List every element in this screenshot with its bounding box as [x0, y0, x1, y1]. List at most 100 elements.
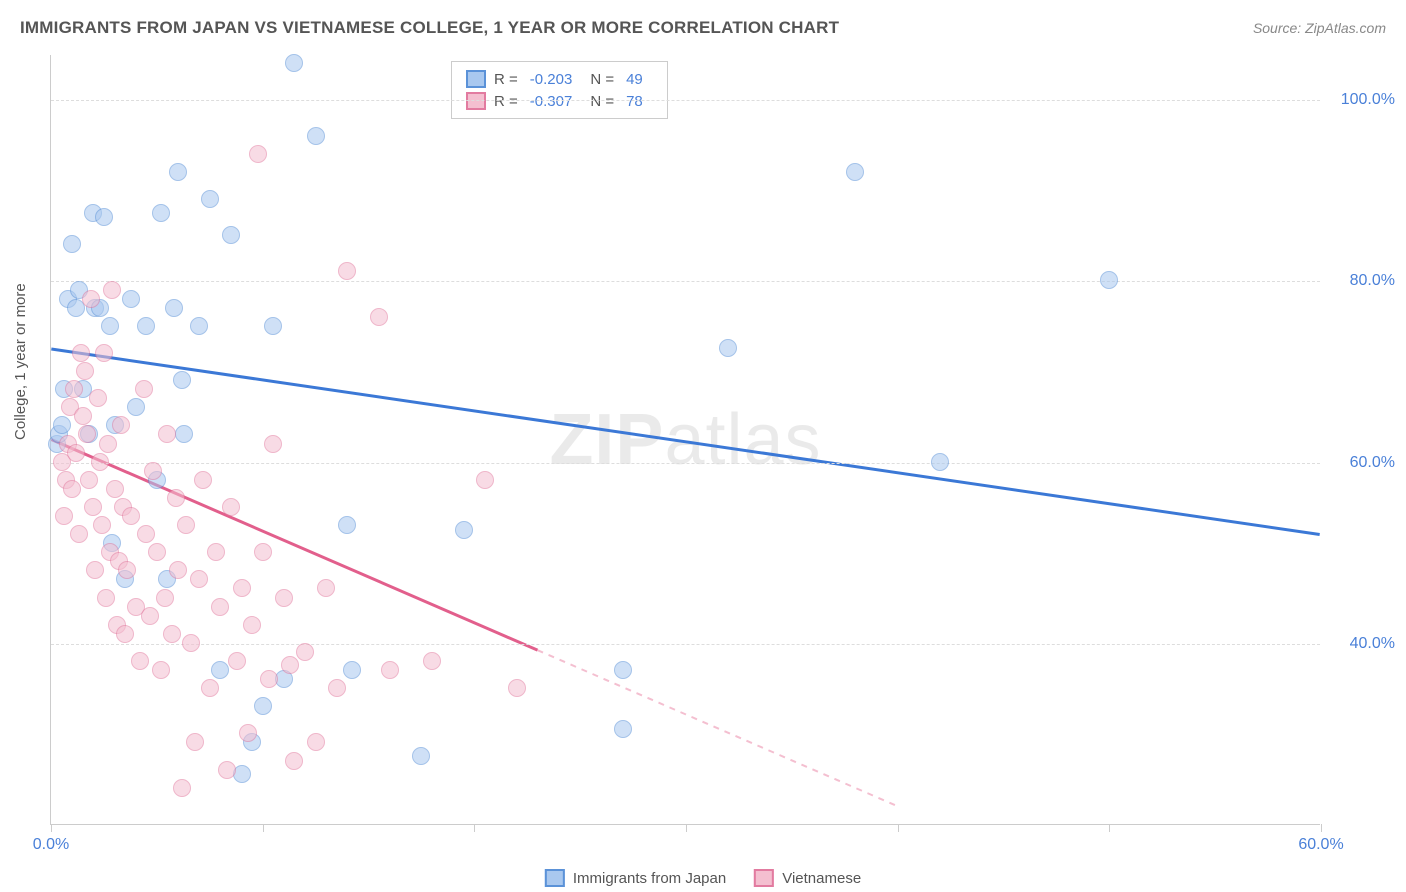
scatter-point [296, 643, 314, 661]
scatter-point [99, 435, 117, 453]
x-tick-label: 0.0% [33, 836, 69, 854]
scatter-point [84, 498, 102, 516]
scatter-point [194, 471, 212, 489]
legend-swatch [545, 869, 565, 887]
scatter-point [285, 54, 303, 72]
scatter-point [455, 521, 473, 539]
scatter-point [135, 380, 153, 398]
scatter-point [233, 579, 251, 597]
r-label: R = [494, 71, 518, 88]
scatter-point [307, 733, 325, 751]
scatter-point [118, 561, 136, 579]
scatter-point [254, 543, 272, 561]
scatter-point [476, 471, 494, 489]
scatter-point [211, 661, 229, 679]
scatter-point [163, 625, 181, 643]
n-value: 49 [626, 71, 643, 88]
scatter-point [67, 444, 85, 462]
scatter-point [508, 679, 526, 697]
scatter-point [264, 317, 282, 335]
scatter-point [228, 652, 246, 670]
scatter-point [137, 525, 155, 543]
watermark: ZIPatlas [549, 399, 821, 481]
y-tick-label: 100.0% [1325, 91, 1395, 109]
scatter-point [169, 561, 187, 579]
x-tick-label: 60.0% [1298, 836, 1343, 854]
scatter-point [239, 724, 257, 742]
scatter-point [63, 235, 81, 253]
scatter-point [381, 661, 399, 679]
n-label: N = [590, 71, 614, 88]
scatter-point [275, 589, 293, 607]
scatter-point [116, 625, 134, 643]
chart-header: IMMIGRANTS FROM JAPAN VS VIETNAMESE COLL… [20, 18, 1386, 38]
scatter-point [846, 163, 864, 181]
scatter-point [80, 471, 98, 489]
stats-legend: R =-0.203N =49R =-0.307N =78 [451, 61, 668, 119]
regression-lines [51, 55, 1320, 824]
scatter-point [719, 339, 737, 357]
x-tick [263, 824, 264, 832]
scatter-point [338, 516, 356, 534]
chart-title: IMMIGRANTS FROM JAPAN VS VIETNAMESE COLL… [20, 18, 839, 38]
scatter-point [78, 425, 96, 443]
scatter-point [222, 498, 240, 516]
y-axis-label: College, 1 year or more [12, 283, 29, 440]
y-tick-label: 40.0% [1325, 635, 1395, 653]
scatter-point [97, 589, 115, 607]
scatter-point [55, 507, 73, 525]
x-tick [898, 824, 899, 832]
r-value: -0.203 [530, 71, 573, 88]
scatter-point [201, 190, 219, 208]
scatter-point [122, 507, 140, 525]
scatter-point [317, 579, 335, 597]
scatter-point [343, 661, 361, 679]
scatter-point [190, 570, 208, 588]
scatter-point [328, 679, 346, 697]
scatter-point [65, 380, 83, 398]
legend-swatch [754, 869, 774, 887]
scatter-point [264, 435, 282, 453]
scatter-point [72, 344, 90, 362]
gridline [51, 100, 1320, 101]
scatter-point [122, 290, 140, 308]
scatter-point [177, 516, 195, 534]
scatter-point [285, 752, 303, 770]
scatter-point [249, 145, 267, 163]
scatter-point [76, 362, 94, 380]
scatter-point [186, 733, 204, 751]
gridline [51, 644, 1320, 645]
x-tick [51, 824, 52, 832]
scatter-point [86, 561, 104, 579]
x-tick [1321, 824, 1322, 832]
x-tick [474, 824, 475, 832]
scatter-point [211, 598, 229, 616]
scatter-point [101, 317, 119, 335]
scatter-point [63, 480, 81, 498]
scatter-point [260, 670, 278, 688]
scatter-point [82, 290, 100, 308]
scatter-point [175, 425, 193, 443]
scatter-point [95, 344, 113, 362]
scatter-point [141, 607, 159, 625]
x-tick [686, 824, 687, 832]
scatter-point [1100, 271, 1118, 289]
series-legend: Immigrants from JapanVietnamese [545, 869, 861, 887]
scatter-point [201, 679, 219, 697]
scatter-point [307, 127, 325, 145]
scatter-point [53, 416, 71, 434]
scatter-point [156, 589, 174, 607]
y-tick-label: 80.0% [1325, 272, 1395, 290]
scatter-point [106, 480, 124, 498]
scatter-point [412, 747, 430, 765]
scatter-point [190, 317, 208, 335]
scatter-point [144, 462, 162, 480]
scatter-point [152, 204, 170, 222]
scatter-point [137, 317, 155, 335]
scatter-point [167, 489, 185, 507]
legend-row: R = -0.203 N = 49 [466, 68, 653, 90]
legend-label: Vietnamese [782, 870, 861, 887]
scatter-point [95, 208, 113, 226]
scatter-point [254, 697, 272, 715]
scatter-point [89, 389, 107, 407]
